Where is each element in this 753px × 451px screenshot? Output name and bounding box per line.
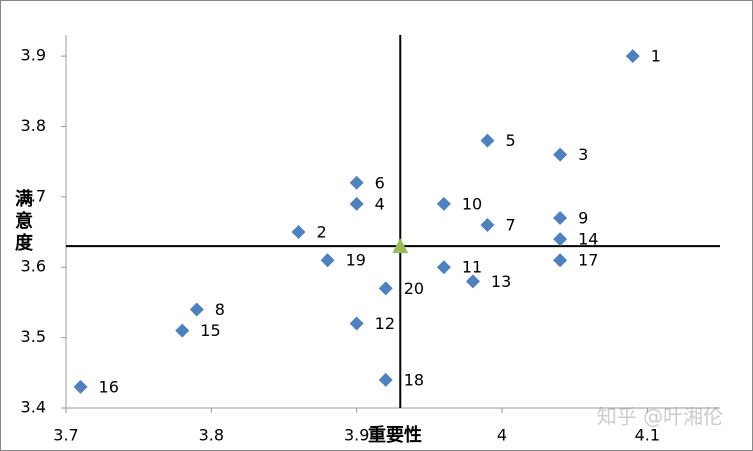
data-point [553, 253, 568, 268]
data-point [553, 232, 568, 247]
point-label: 2 [317, 223, 327, 242]
data-point [73, 379, 88, 394]
x-axis-label: 重要性 [368, 424, 422, 446]
data-point [378, 281, 393, 296]
point-label: 15 [200, 321, 220, 340]
point-label: 5 [505, 131, 515, 150]
data-point [553, 147, 568, 162]
y-tick-label: 3.6 [21, 257, 46, 276]
x-tick-label: 3.8 [199, 426, 224, 445]
point-label: 14 [578, 230, 598, 249]
x-tick-label: 4 [497, 426, 507, 445]
data-point [553, 210, 568, 225]
data-point [625, 49, 640, 64]
y-tick-label: 3.8 [21, 116, 46, 135]
point-label: 6 [375, 173, 385, 192]
y-tick-label: 3.5 [21, 327, 46, 346]
y-axis-label: 满意度 [12, 188, 33, 255]
data-point [320, 253, 335, 268]
y-tick-label: 3.9 [21, 46, 46, 65]
data-point [175, 323, 190, 338]
data-point [349, 175, 364, 190]
point-label: 3 [578, 145, 588, 164]
y-tick-label: 3.4 [21, 398, 46, 417]
reference-point [392, 238, 409, 254]
point-label: 19 [346, 251, 366, 270]
data-point [465, 274, 480, 289]
data-point [291, 225, 306, 240]
point-label: 18 [404, 370, 424, 389]
point-label: 11 [462, 258, 482, 277]
x-tick-label: 3.9 [344, 426, 369, 445]
point-label: 1 [651, 47, 661, 66]
point-label: 16 [99, 377, 119, 396]
y-tick-label: 3.7 [21, 186, 46, 205]
point-label: 13 [491, 272, 511, 291]
point-label: 17 [578, 251, 598, 270]
data-point [436, 196, 451, 211]
point-label: 10 [462, 194, 482, 213]
point-label: 7 [505, 216, 515, 235]
data-point [349, 316, 364, 331]
x-tick-label: 4.1 [635, 426, 660, 445]
data-point [436, 260, 451, 275]
data-point [378, 372, 393, 387]
data-point [480, 133, 495, 148]
point-label: 12 [375, 314, 395, 333]
point-label: 9 [578, 208, 588, 227]
point-label: 20 [404, 279, 424, 298]
x-tick-label: 3.7 [53, 426, 78, 445]
data-point [189, 302, 204, 317]
point-label: 4 [375, 194, 385, 213]
data-point [480, 218, 495, 233]
point-label: 8 [215, 300, 225, 319]
data-point [349, 196, 364, 211]
